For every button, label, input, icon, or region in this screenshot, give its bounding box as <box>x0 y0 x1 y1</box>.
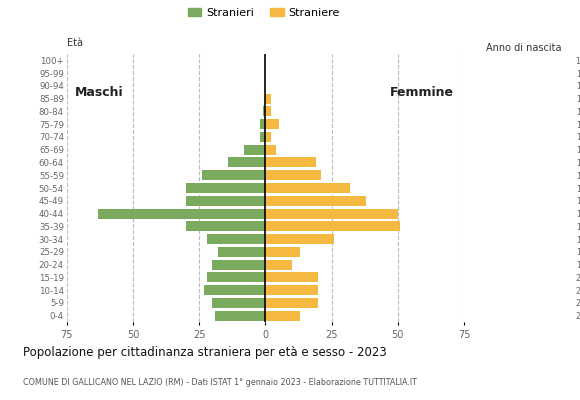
Bar <box>266 94 271 104</box>
Bar <box>202 170 266 180</box>
Bar <box>266 208 398 218</box>
Bar <box>266 119 278 129</box>
Bar <box>266 170 321 180</box>
Bar <box>266 272 318 282</box>
Legend: Stranieri, Straniere: Stranieri, Straniere <box>184 4 344 22</box>
Bar <box>266 145 276 155</box>
Bar <box>212 260 266 270</box>
Bar <box>266 285 318 295</box>
Bar <box>266 158 316 168</box>
Bar <box>266 196 366 206</box>
Bar <box>218 247 266 257</box>
Bar <box>266 311 300 320</box>
Bar <box>260 119 266 129</box>
Text: COMUNE DI GALLICANO NEL LAZIO (RM) - Dati ISTAT 1° gennaio 2023 - Elaborazione T: COMUNE DI GALLICANO NEL LAZIO (RM) - Dat… <box>23 378 417 387</box>
Bar <box>266 132 271 142</box>
Bar <box>186 196 266 206</box>
Bar <box>266 298 318 308</box>
Bar <box>266 260 292 270</box>
Bar <box>266 106 271 116</box>
Bar <box>229 158 266 168</box>
Bar <box>244 145 266 155</box>
Bar <box>212 298 266 308</box>
Text: Popolazione per cittadinanza straniera per età e sesso - 2023: Popolazione per cittadinanza straniera p… <box>23 346 387 359</box>
Text: Età: Età <box>67 38 83 48</box>
Bar <box>266 234 334 244</box>
Bar <box>186 183 266 193</box>
Text: Anno di nascita: Anno di nascita <box>486 43 561 53</box>
Bar <box>207 272 266 282</box>
Text: Femmine: Femmine <box>390 86 454 99</box>
Bar <box>204 285 266 295</box>
Bar <box>207 234 266 244</box>
Bar <box>266 183 350 193</box>
Bar <box>186 221 266 231</box>
Bar <box>263 106 266 116</box>
Bar <box>266 221 400 231</box>
Bar <box>215 311 266 320</box>
Bar <box>99 208 266 218</box>
Text: Maschi: Maschi <box>75 86 124 99</box>
Bar <box>266 247 300 257</box>
Bar <box>260 132 266 142</box>
